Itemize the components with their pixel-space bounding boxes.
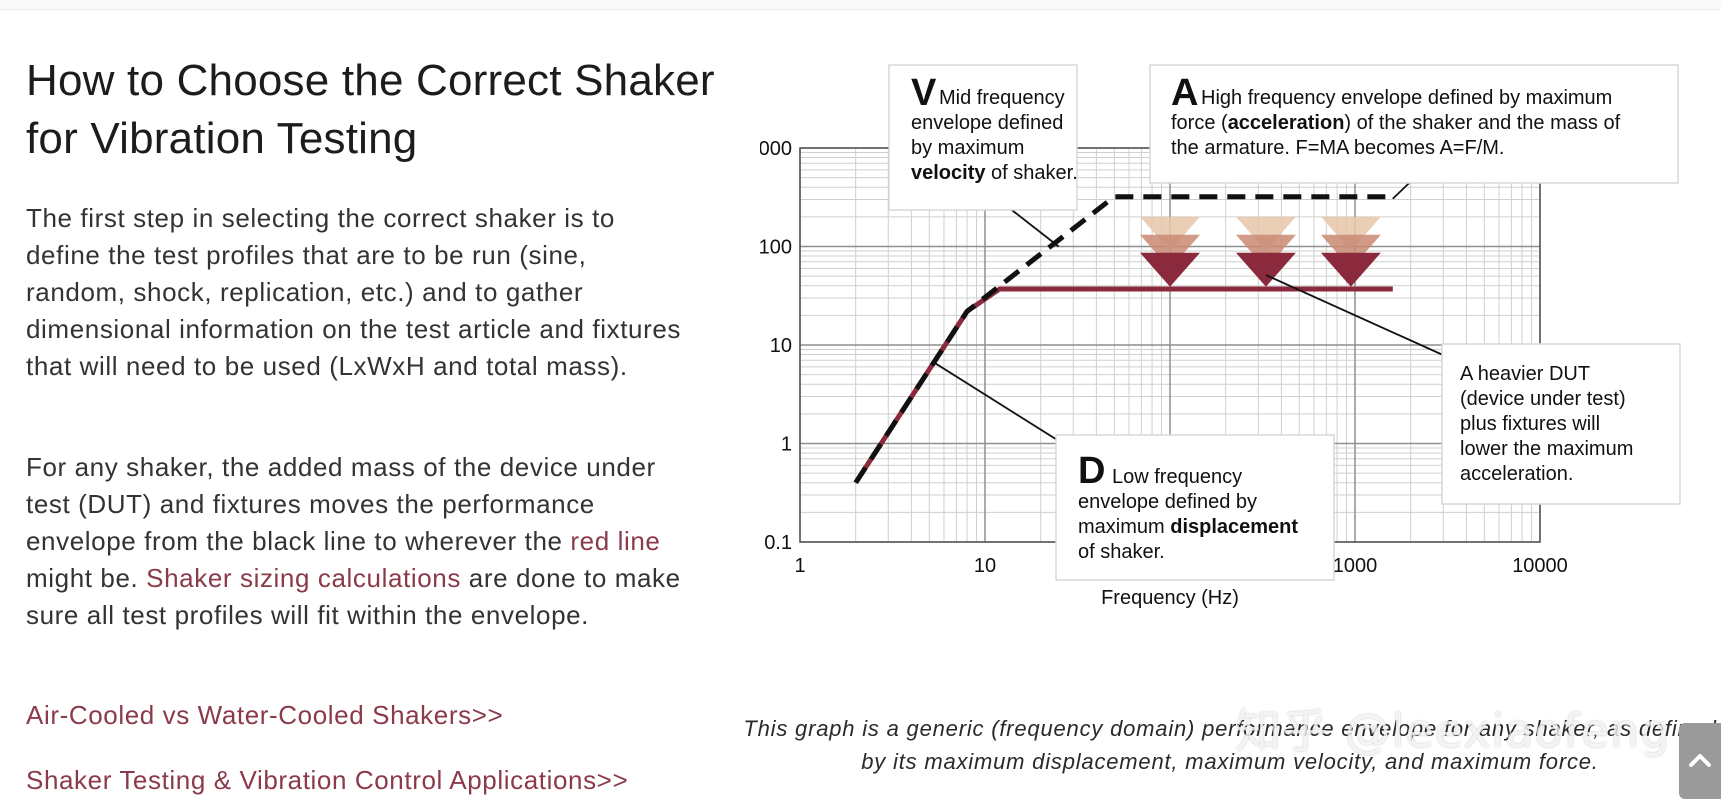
annotation-text: A heavier DUT: [1460, 363, 1590, 385]
envelope-paragraph: For any shaker, the added mass of the de…: [26, 449, 686, 634]
dut-arrow-triangle: [1320, 234, 1381, 269]
x-tick-label: 1000: [1333, 555, 1378, 577]
annotation-letter: V: [911, 72, 937, 114]
paragraph-text: might be.: [26, 563, 147, 593]
annotation-text: Mid frequency: [939, 87, 1065, 109]
dut-arrow-stack: [1140, 216, 1200, 287]
annotation-letter: D: [1078, 450, 1105, 492]
annotation-text: force (: [1171, 112, 1228, 134]
dut-arrow-triangle: [1235, 252, 1296, 287]
dut-arrow-triangle: [1320, 216, 1381, 251]
annotation-text: envelope defined: [911, 112, 1063, 134]
annotation-heavier-dut: A heavier DUT (device under test) plus f…: [1441, 343, 1681, 505]
chart-caption: This graph is a generic (frequency domai…: [743, 716, 1717, 774]
dut-arrow-triangle: [1140, 216, 1200, 251]
annotation-text: lower the maximum: [1460, 438, 1633, 460]
page-title: How to Choose the Correct Shaker for Vib…: [26, 56, 715, 163]
scroll-to-top-button[interactable]: [1679, 723, 1721, 799]
dut-arrow-triangle: [1235, 234, 1296, 269]
shaker-applications-link[interactable]: Shaker Testing & Vibration Control Appli…: [26, 765, 629, 795]
annotation-text: maximum displacement: [1078, 516, 1298, 538]
dut-arrow-stack: [1235, 216, 1296, 287]
paragraph-text: For any shaker, the added mass of the de…: [26, 452, 656, 556]
annotation-text: of shaker.: [985, 162, 1077, 184]
envelope-line-black-dashed: [853, 194, 1393, 485]
x-axis-label: Frequency (Hz): [1101, 587, 1239, 609]
annotation-text: plus fixtures will: [1460, 413, 1600, 435]
annotation-text: of shaker.: [1078, 541, 1165, 563]
watermark: 知乎 @leexiaofeng: [1235, 704, 1671, 758]
annotation-text: (device under test): [1460, 388, 1626, 410]
x-tick-label: 1: [794, 555, 805, 577]
leader-displacement: [935, 362, 1079, 454]
chevron-up-icon: [1689, 754, 1711, 767]
leader-heavier-dut: [1265, 274, 1455, 361]
y-tick-label: 1000: [760, 138, 792, 160]
dut-arrows: [1140, 216, 1381, 287]
air-vs-water-cooled-link[interactable]: Air-Cooled vs Water-Cooled Shakers>>: [26, 700, 504, 730]
x-tick-label: 10: [974, 555, 996, 577]
chart-svg: 1101001000100000.11101001000Frequency (H…: [721, 64, 1681, 609]
annotation-text: acceleration.: [1460, 463, 1573, 485]
y-tick-label: 100: [760, 237, 792, 259]
dut-arrow-triangle: [1320, 252, 1381, 287]
red-line-link[interactable]: red line: [570, 526, 661, 556]
annotation-box: [888, 64, 1078, 211]
performance-envelope-chart: 1101001000100000.11101001000Frequency (H…: [721, 58, 1720, 698]
annotation-text: maximum: [1078, 516, 1170, 538]
dut-arrow-triangle: [1235, 216, 1296, 251]
annotation-text: by maximum: [911, 137, 1024, 159]
annotation-displacement: D Low frequency envelope defined by maxi…: [1055, 434, 1335, 581]
annotation-box: [1441, 343, 1681, 505]
dut-arrow-stack: [1320, 216, 1381, 287]
annotation-text: ) of the shaker and the mass of: [1344, 112, 1620, 134]
annotation-text: Low frequency: [1112, 466, 1242, 488]
annotation-text: force (acceleration) of the shaker and t…: [1171, 112, 1621, 134]
intro-paragraph: The first step in selecting the correct …: [26, 203, 682, 381]
annotation-acceleration: A High frequency envelope defined by max…: [1149, 64, 1679, 184]
x-tick-label: 10000: [1512, 555, 1568, 577]
annotation-letter: A: [1171, 72, 1198, 114]
article-header: How to Choose the Correct Shaker for Vib…: [26, 52, 716, 168]
annotation-text: envelope defined by: [1078, 491, 1257, 513]
annotation-bold: displacement: [1170, 516, 1298, 538]
annotation-bold: acceleration: [1228, 112, 1345, 134]
annotation-text: velocity of shaker.: [911, 162, 1078, 184]
dut-arrow-triangle: [1140, 234, 1200, 269]
y-tick-label: 0.1: [764, 532, 792, 554]
paragraph-text: are done to make sure all test profiles …: [26, 563, 681, 630]
chart-series: [853, 194, 1393, 485]
dut-arrow-triangle: [1140, 252, 1200, 287]
annotation-text: the armature. F=MA becomes A=F/M.: [1171, 137, 1504, 159]
y-tick-label: 10: [770, 335, 792, 357]
top-border: [0, 0, 1721, 10]
annotation-box: [1149, 64, 1679, 184]
annotation-text: High frequency envelope defined by maxim…: [1201, 87, 1612, 109]
y-tick-label: 1: [781, 434, 792, 456]
annotation-bold: velocity: [911, 162, 986, 184]
shaker-sizing-link[interactable]: Shaker sizing calculations: [146, 563, 461, 593]
annotation-velocity: V Mid frequency envelope defined by maxi…: [888, 64, 1078, 211]
annotation-box: [1055, 434, 1335, 581]
